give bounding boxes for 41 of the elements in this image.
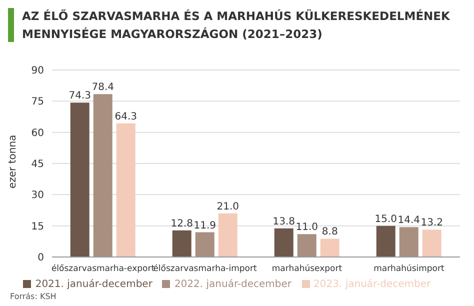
y-tick-label: 15 (31, 221, 44, 232)
data-label: 78.4 (92, 82, 114, 94)
bar (422, 230, 442, 257)
bar (320, 238, 340, 257)
data-label: 64.3 (114, 111, 137, 122)
y-tick-label: 0 (38, 252, 44, 264)
x-tick-label: élőszarvasmarha-import (153, 264, 258, 274)
y-tick-label: 75 (31, 96, 44, 108)
legend-label: 2023. január-december (314, 279, 431, 290)
bar (93, 94, 112, 257)
y-tick-label: 30 (31, 190, 44, 202)
legend-label: 2021. január-december (35, 279, 152, 290)
chart-title: AZ ÉLŐ SZARVASMARHA ÉS A MARHAHÚS KÜLKERESKEDELMÉNEK MENNYISÉGE MAGYARORSZÁGON (2021–2023) (22, 8, 451, 43)
data-label: 13.2 (420, 218, 443, 229)
data-label: 11.0 (296, 222, 318, 234)
bar (297, 234, 316, 257)
data-label: 15.0 (374, 214, 397, 225)
bar (172, 230, 192, 257)
data-label: 21.0 (216, 201, 239, 212)
text: Forrás: KSH (10, 292, 56, 301)
y-tick-label: 60 (31, 128, 44, 139)
data-label: 11.9 (194, 220, 216, 232)
y-tick-label: 45 (31, 159, 44, 170)
bar (195, 232, 214, 257)
bar (376, 226, 396, 257)
y-axis-title: ezer tonna (8, 134, 19, 188)
data-label: 14.4 (398, 215, 420, 226)
data-label: 13.8 (272, 216, 295, 228)
y-tick-label: 90 (31, 66, 44, 77)
x-tick-label: élőszarvasmarha-export (51, 264, 156, 274)
bar (218, 213, 238, 257)
legend-label: 2022. január-december (174, 279, 292, 290)
x-tick-label: marhahúsexport (272, 264, 343, 274)
bar (70, 102, 90, 257)
data-label: 12.8 (170, 218, 193, 230)
x-tick-label: marhahúsimport (374, 264, 446, 274)
bar (399, 227, 418, 257)
bar (116, 123, 136, 257)
bar (274, 228, 294, 257)
data-label: 74.3 (68, 90, 91, 102)
data-label: 8.8 (322, 226, 338, 238)
